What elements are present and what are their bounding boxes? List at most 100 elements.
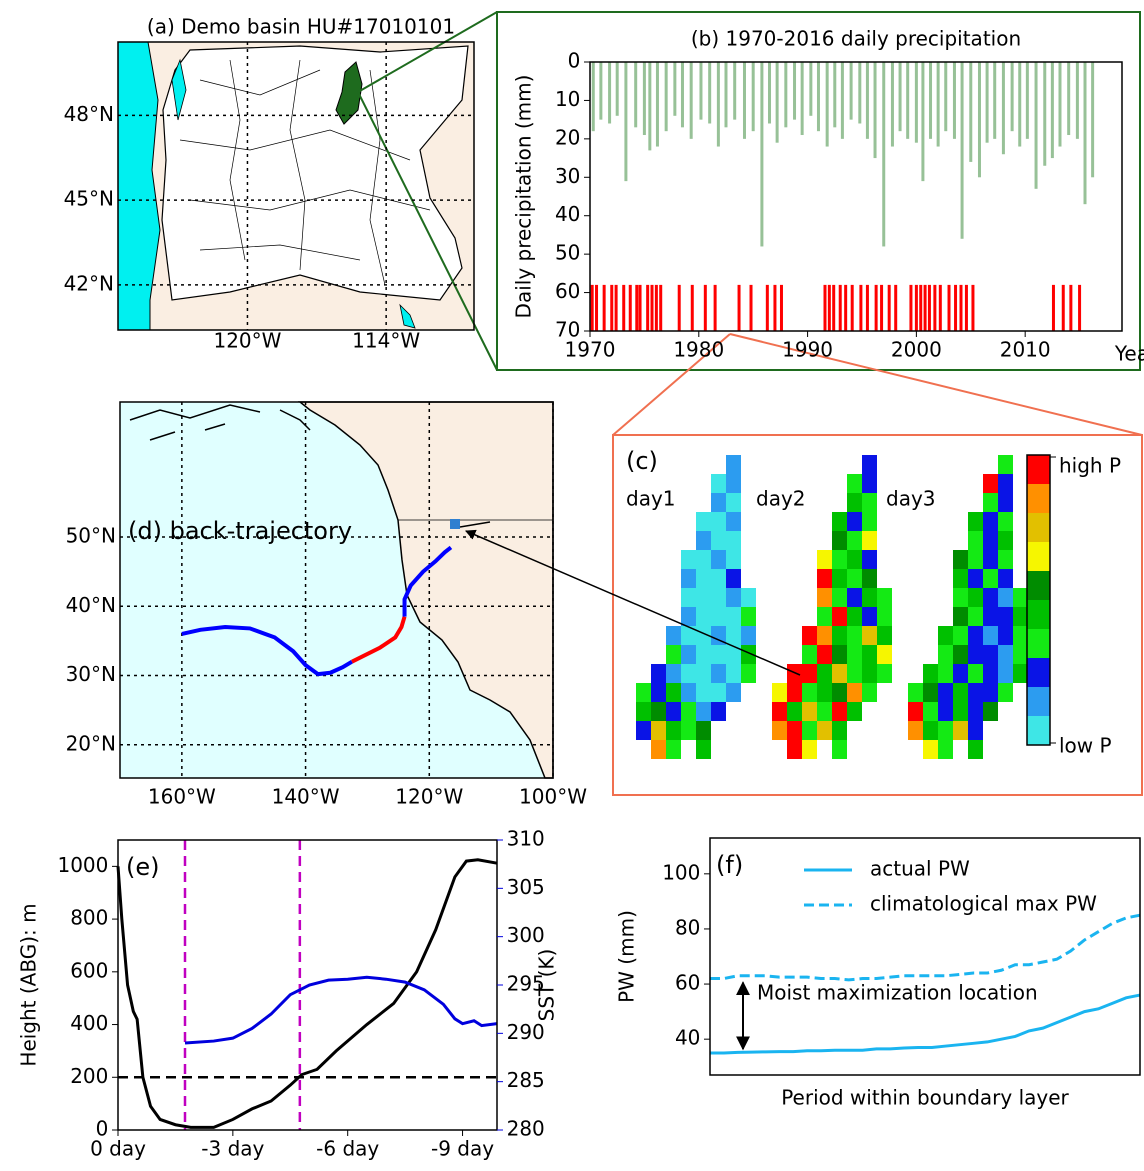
y-tick-label: 285 — [507, 1068, 545, 1092]
trajectory — [402, 545, 453, 617]
x-tick-label: -9 day — [431, 1137, 494, 1161]
bar — [664, 62, 668, 132]
grid-cell — [802, 702, 817, 721]
series-line — [710, 993, 1141, 1055]
grid-cell — [862, 683, 877, 702]
grid-cell — [832, 550, 847, 569]
y-tick-label: 30°N — [66, 662, 116, 686]
bar — [944, 62, 948, 132]
y-tick-label: 30 — [555, 164, 580, 188]
panel-title: (c) — [626, 447, 658, 475]
connector — [357, 11, 498, 93]
grid-cell — [953, 721, 968, 740]
y-tick-label: 40 — [675, 1026, 700, 1050]
x-tick-label: 2000 — [891, 338, 942, 362]
grid-cell — [862, 607, 877, 626]
grid-cell — [847, 588, 862, 607]
grid-cell — [726, 455, 741, 474]
grid-cell — [847, 474, 862, 493]
bar — [929, 62, 933, 139]
bar — [624, 62, 628, 182]
grid-cell — [681, 683, 696, 702]
panel-title: (f) — [716, 851, 743, 879]
grid-cell — [696, 588, 711, 607]
grid-cell — [983, 493, 998, 512]
grid-cell — [862, 493, 877, 512]
grid-cell — [998, 474, 1013, 493]
grid-cell — [817, 569, 832, 588]
grid-cell — [968, 702, 983, 721]
bar — [599, 62, 603, 120]
bar — [768, 62, 772, 124]
bar — [882, 62, 886, 247]
bar — [914, 62, 918, 143]
grid-cell — [847, 645, 862, 664]
grid-cell — [847, 531, 862, 550]
grid-cell — [998, 531, 1013, 550]
x-tick-label: 1970 — [565, 338, 616, 362]
bar — [654, 284, 658, 331]
grid-cell — [681, 721, 696, 740]
grid-cell — [983, 474, 998, 493]
bar — [615, 62, 619, 116]
grid-cell — [862, 512, 877, 531]
grid-cell — [847, 626, 862, 645]
grid-cell — [787, 740, 802, 759]
grid-cell — [832, 588, 847, 607]
bar — [1010, 62, 1014, 132]
grid-cell — [802, 645, 817, 664]
grid-cell — [651, 721, 666, 740]
bar — [825, 62, 829, 147]
y-tick-label: 310 — [507, 827, 545, 851]
grid-cell — [802, 664, 817, 683]
grid-cell — [696, 702, 711, 721]
x-tick-label: 114°W — [352, 329, 420, 353]
bar — [1061, 284, 1065, 331]
grid-cell — [802, 683, 817, 702]
y-tick-label: 0 — [568, 49, 581, 73]
bar — [936, 62, 940, 147]
grid-cell — [998, 569, 1013, 588]
grid-cell — [847, 664, 862, 683]
grid-cell — [817, 607, 832, 626]
y-tick-label: 300 — [507, 923, 545, 947]
axes-frame — [709, 837, 1141, 1076]
grid-cell — [968, 721, 983, 740]
bar — [969, 62, 973, 162]
bar — [635, 284, 639, 331]
trajectory — [351, 616, 407, 664]
colorbar-swatch — [1027, 687, 1050, 716]
grid-cell — [772, 702, 787, 721]
y-tick-label: 20°N — [66, 731, 116, 755]
grid-cell — [908, 702, 923, 721]
grid-cell — [696, 607, 711, 626]
grid-cell — [817, 664, 832, 683]
grid-cell — [983, 550, 998, 569]
day-label: day2 — [756, 487, 806, 511]
y-tick-label: 600 — [70, 958, 108, 982]
bar — [833, 62, 837, 128]
bar — [816, 62, 820, 132]
grid-cell — [953, 607, 968, 626]
bar — [993, 62, 997, 139]
x-axis-label: Year — [1114, 342, 1144, 366]
grid-cell — [862, 550, 877, 569]
grid-cell — [696, 664, 711, 683]
bar — [959, 284, 963, 331]
grid-cell — [938, 740, 953, 759]
link-arrow — [465, 529, 801, 676]
bar — [673, 62, 677, 116]
bar — [919, 284, 923, 331]
grid-cell — [651, 702, 666, 721]
bar — [716, 62, 720, 147]
grid-cell — [923, 721, 938, 740]
bar — [800, 62, 804, 136]
bar — [865, 62, 869, 139]
connector — [729, 333, 1143, 436]
grid-cell — [636, 702, 651, 721]
grid-cell — [1013, 588, 1028, 607]
grid-cell — [968, 569, 983, 588]
x-tick-label: 160°W — [148, 785, 216, 809]
bar — [646, 284, 650, 331]
grid-cell — [998, 645, 1013, 664]
